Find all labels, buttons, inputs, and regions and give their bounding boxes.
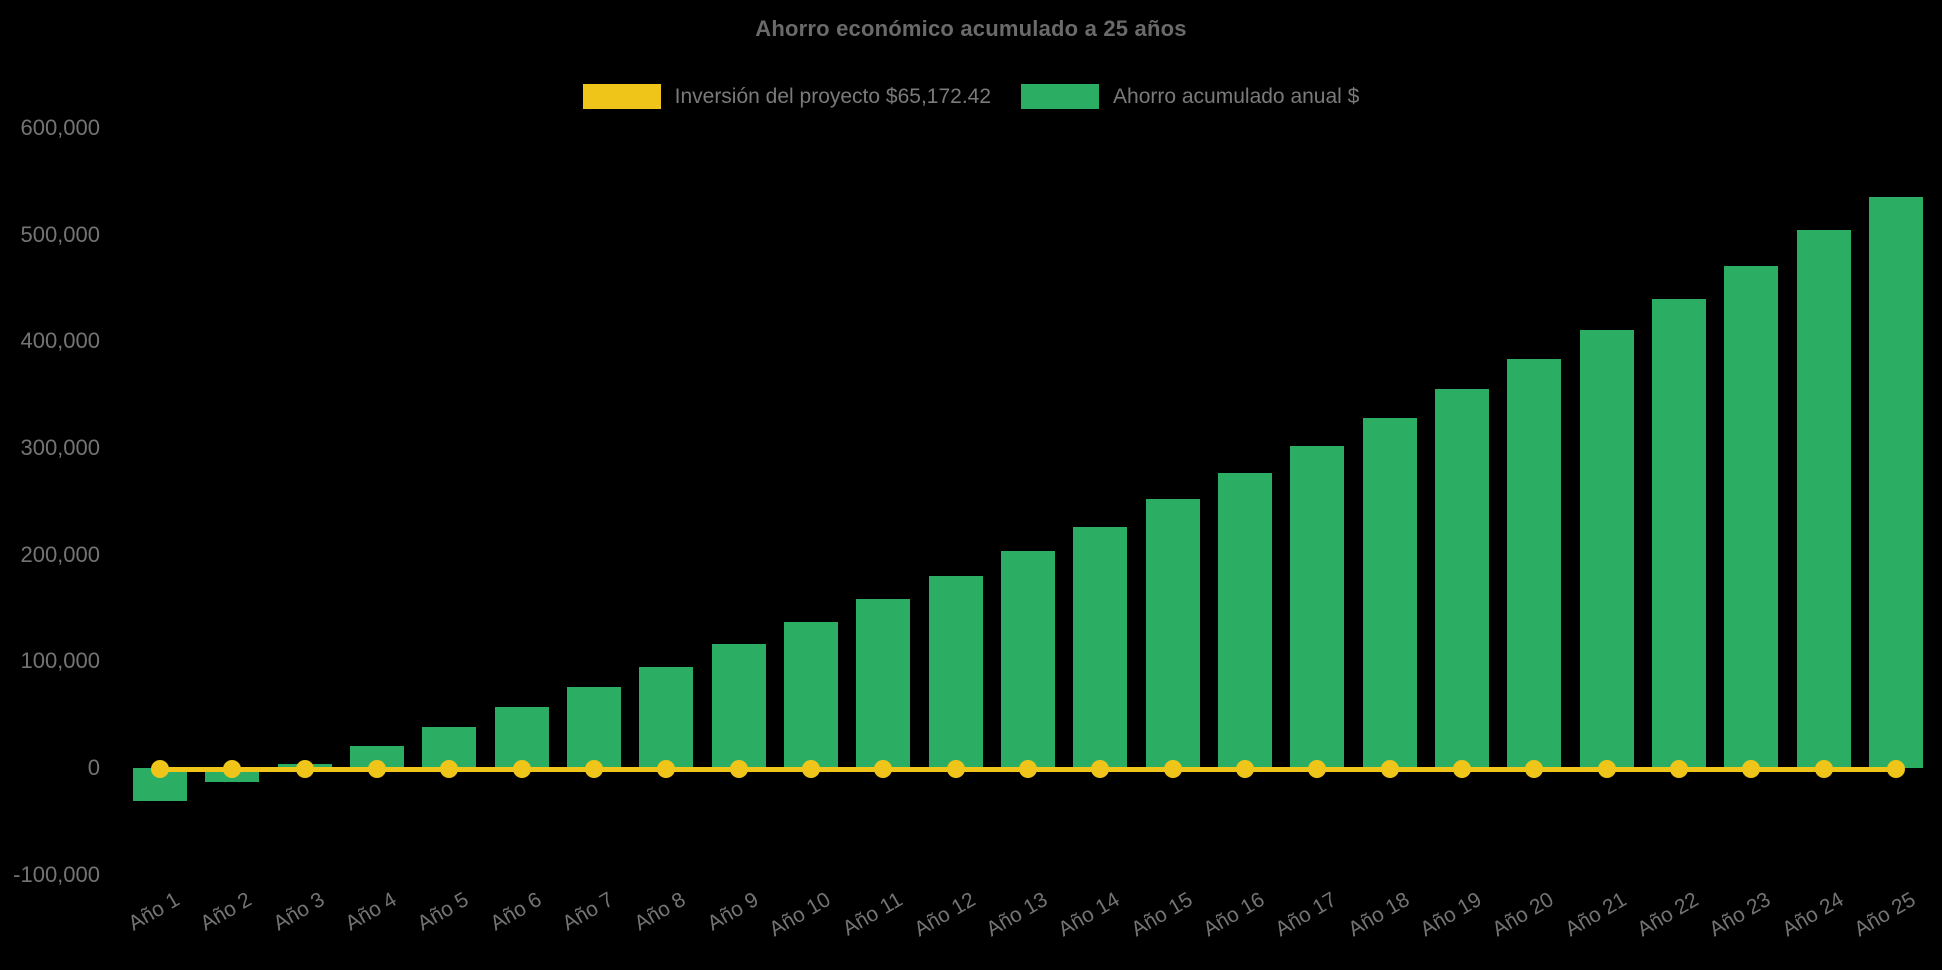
line-point-year-2[interactable] (223, 760, 242, 778)
line-point-year-18[interactable] (1380, 760, 1399, 778)
line-point-year-6[interactable] (512, 760, 531, 778)
line-point-year-23[interactable] (1742, 760, 1761, 778)
legend-label-investment: Inversión del proyecto $65,172.42 (674, 84, 992, 108)
bar-year-8[interactable] (639, 666, 694, 768)
legend-item-investment[interactable]: Inversión del proyecto $65,172.42 (582, 84, 992, 109)
line-point-year-1[interactable] (151, 760, 169, 778)
bar-year-12[interactable] (928, 576, 983, 768)
bar-year-22[interactable] (1651, 298, 1706, 768)
chart-legend: Inversión del proyecto $65,172.42 Ahorro… (0, 84, 1942, 109)
bar-year-23[interactable] (1724, 265, 1779, 768)
line-point-year-14[interactable] (1091, 760, 1110, 778)
y-axis-tick: 200,000 (20, 541, 100, 567)
bar-year-19[interactable] (1434, 389, 1489, 768)
bar-year-13[interactable] (1000, 551, 1055, 768)
bar-year-4[interactable] (349, 745, 404, 768)
bar-year-15[interactable] (1145, 499, 1200, 768)
bar-year-18[interactable] (1362, 418, 1417, 768)
bar-year-9[interactable] (711, 644, 766, 768)
line-point-year-8[interactable] (657, 760, 676, 778)
bar-year-21[interactable] (1579, 329, 1634, 768)
bar-year-14[interactable] (1073, 526, 1128, 768)
y-axis-tick: 600,000 (20, 115, 100, 140)
y-axis-tick: 500,000 (20, 221, 100, 247)
bar-year-25[interactable] (1868, 197, 1923, 768)
line-point-year-25[interactable] (1886, 760, 1905, 778)
line-point-year-12[interactable] (946, 760, 965, 778)
line-point-year-24[interactable] (1814, 760, 1833, 778)
bar-year-6[interactable] (494, 707, 549, 768)
bar-year-10[interactable] (783, 621, 838, 768)
y-axis-tick: 300,000 (20, 435, 100, 460)
line-point-year-5[interactable] (440, 760, 459, 778)
bar-year-17[interactable] (1290, 445, 1345, 768)
line-point-year-4[interactable] (367, 760, 386, 778)
y-axis-tick: -100,000 (13, 861, 100, 887)
line-point-year-22[interactable] (1669, 760, 1688, 778)
line-point-year-16[interactable] (1235, 760, 1254, 778)
bar-year-20[interactable] (1507, 359, 1562, 768)
line-point-year-7[interactable] (584, 760, 603, 778)
line-point-year-3[interactable] (295, 760, 314, 778)
line-point-year-21[interactable] (1597, 760, 1616, 778)
bar-year-11[interactable] (856, 599, 911, 768)
bar-year-24[interactable] (1796, 230, 1851, 768)
line-point-year-17[interactable] (1308, 760, 1327, 778)
chart-title: Ahorro económico acumulado a 25 años (755, 16, 1187, 41)
y-axis-tick: 400,000 (20, 328, 100, 354)
y-axis-tick: 100,000 (20, 648, 100, 674)
y-axis-tick: 0 (87, 755, 100, 780)
line-point-year-13[interactable] (1018, 760, 1037, 778)
savings-color-swatch (1021, 84, 1100, 109)
line-point-year-9[interactable] (729, 760, 748, 778)
line-point-year-19[interactable] (1452, 760, 1471, 778)
legend-item-savings[interactable]: Ahorro acumulado anual $ (1021, 84, 1359, 109)
investment-color-swatch (582, 84, 661, 109)
line-point-year-11[interactable] (874, 760, 893, 778)
bar-year-16[interactable] (1217, 472, 1272, 768)
bar-year-7[interactable] (566, 686, 621, 768)
legend-label-savings: Ahorro acumulado anual $ (1113, 84, 1360, 108)
line-point-year-15[interactable] (1163, 760, 1182, 778)
line-point-year-10[interactable] (801, 760, 820, 778)
line-point-year-20[interactable] (1525, 760, 1544, 778)
